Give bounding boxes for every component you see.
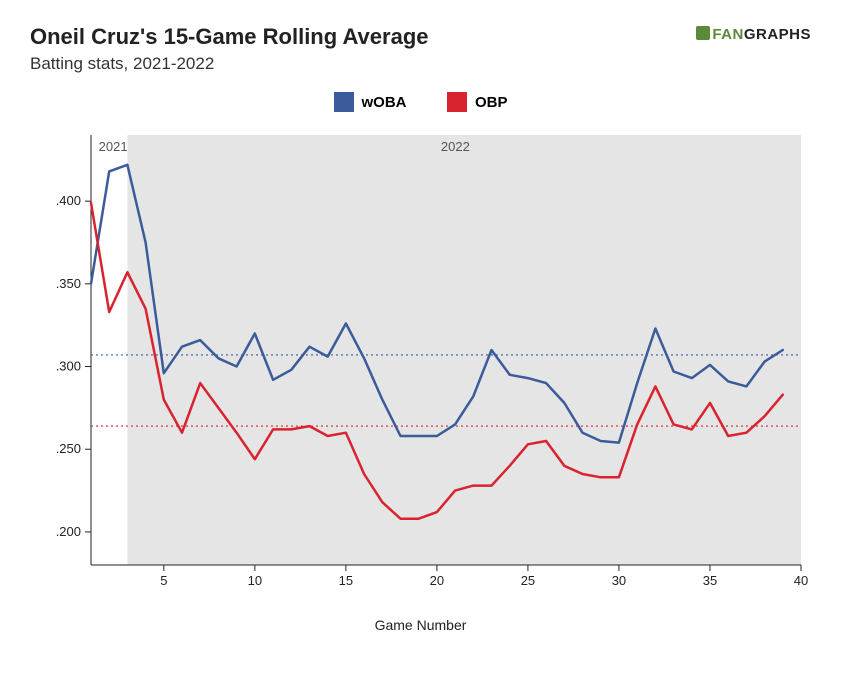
season-shade (127, 135, 801, 565)
chart-area: .200 .250 .300 .350 .400 5 10 15 20 25 30 35 40 2021 2… (31, 125, 811, 605)
legend-swatch-obp (447, 92, 467, 112)
svg-text:.250: .250 (55, 441, 80, 456)
line-chart: .200 .250 .300 .350 .400 5 10 15 20 25 30 35 40 2021 2… (31, 125, 811, 605)
legend-label-obp: OBP (475, 94, 508, 111)
svg-text:5: 5 (160, 573, 167, 588)
year-label: 2021 (98, 139, 127, 154)
page-title: Oneil Cruz's 15-Game Rolling Average (30, 24, 811, 50)
legend-label-woba: wOBA (362, 94, 407, 111)
svg-text:.400: .400 (55, 193, 80, 208)
svg-text:35: 35 (702, 573, 716, 588)
logo-text-pre: FAN (712, 26, 744, 43)
legend-item-woba: wOBA (334, 92, 407, 112)
svg-text:.350: .350 (55, 276, 80, 291)
brand-logo: FANGRAPHS (696, 26, 811, 43)
svg-text:.300: .300 (55, 359, 80, 374)
svg-text:.200: .200 (55, 524, 80, 539)
page-subtitle: Batting stats, 2021-2022 (30, 54, 811, 74)
legend-item-obp: OBP (447, 92, 508, 112)
logo-text-post: GRAPHS (744, 26, 811, 43)
svg-text:25: 25 (520, 573, 534, 588)
legend: wOBA OBP (30, 92, 811, 117)
logo-icon (696, 26, 710, 40)
svg-text:30: 30 (611, 573, 625, 588)
svg-text:40: 40 (793, 573, 807, 588)
svg-text:10: 10 (247, 573, 261, 588)
svg-text:15: 15 (338, 573, 352, 588)
svg-text:20: 20 (429, 573, 443, 588)
legend-swatch-woba (334, 92, 354, 112)
x-axis-label: Game Number (30, 617, 811, 633)
year-label: 2022 (440, 139, 469, 154)
